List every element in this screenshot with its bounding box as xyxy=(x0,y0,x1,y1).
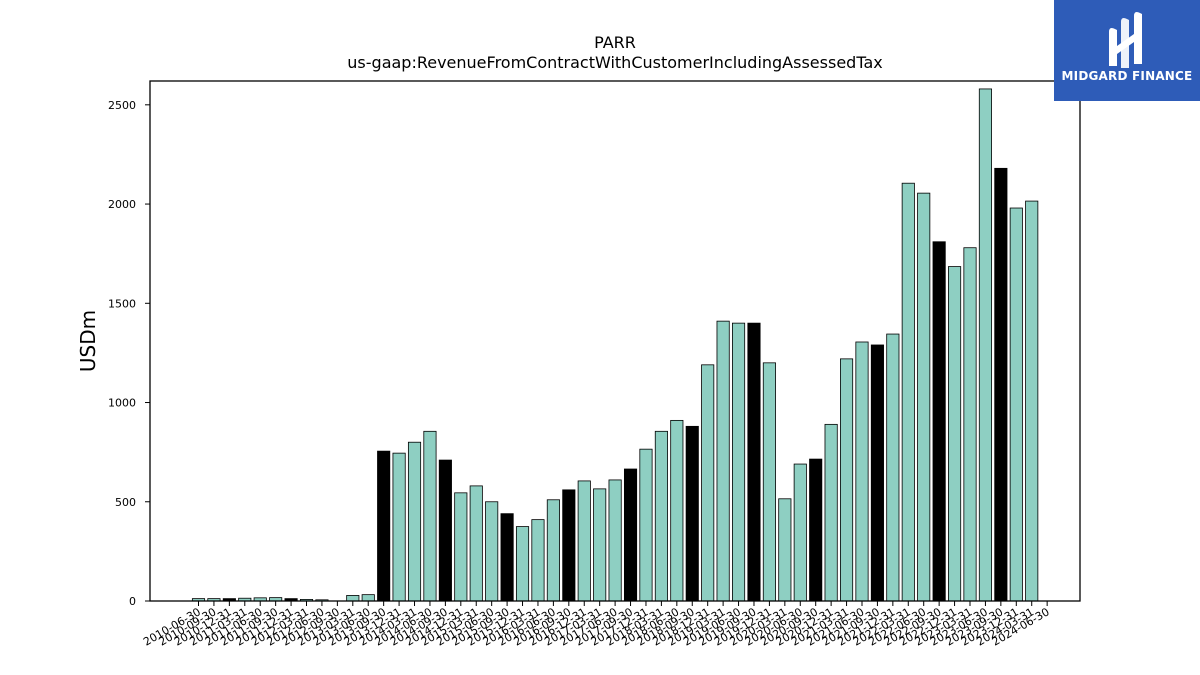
bar-2017-09-30 xyxy=(623,468,638,602)
bar-2022-06-30 xyxy=(917,192,931,602)
bar-2015-12-31 xyxy=(515,526,530,602)
bar-2016-12-31 xyxy=(577,480,591,602)
bar-series xyxy=(191,88,1039,602)
bar-2020-12-31 xyxy=(824,423,838,602)
brand-logo: MIDGARD FINANCE xyxy=(1054,0,1200,101)
bar-2016-09-30 xyxy=(562,489,576,602)
bar-2019-06-30 xyxy=(732,322,746,602)
y-tick-label: 2000 xyxy=(108,198,136,211)
bar-2023-03-31 xyxy=(963,247,977,602)
bar-2018-06-30 xyxy=(670,419,684,602)
y-tick-label: 1000 xyxy=(108,397,136,410)
bar-2015-09-30 xyxy=(500,513,514,602)
bar-2016-06-30 xyxy=(546,499,560,602)
bar-2020-06-30 xyxy=(793,463,807,602)
bar-2018-03-31 xyxy=(654,430,668,602)
y-axis-ticks: 0 500 1000 1500 2000 2500 xyxy=(108,99,150,608)
midgard-logo-icon xyxy=(1109,12,1142,68)
bar-2014-06-30 xyxy=(423,430,437,602)
bar-2017-06-30 xyxy=(608,479,622,602)
bar-2023-12-31 xyxy=(1009,207,1023,602)
chart-title: PARR xyxy=(594,33,636,52)
bar-2021-12-31 xyxy=(886,333,900,602)
bar-2022-03-31 xyxy=(901,182,915,602)
bar-2019-03-31 xyxy=(716,320,730,602)
bar-2023-06-30 xyxy=(978,88,992,602)
bar-2015-03-31 xyxy=(469,485,483,602)
chart-subtitle: us-gaap:RevenueFromContractWithCustomerI… xyxy=(347,53,882,72)
y-tick-label: 1500 xyxy=(108,297,136,310)
bar-2014-03-31 xyxy=(407,441,422,602)
y-tick-label: 500 xyxy=(115,496,136,509)
y-tick-label: 2500 xyxy=(108,99,136,112)
bar-2016-03-31 xyxy=(531,519,545,602)
plot-frame xyxy=(149,80,1081,602)
x-axis-ticks: 2010-06-302010-09-302010-12-312011-03-31… xyxy=(141,601,1052,649)
bar-2020-09-30 xyxy=(809,458,823,602)
bar-2023-09-30 xyxy=(994,167,1008,602)
bar-2015-06-30 xyxy=(485,501,499,602)
bar-2013-09-30 xyxy=(377,450,391,602)
bar-2014-12-31 xyxy=(454,492,468,602)
bar-2014-09-30 xyxy=(438,459,452,602)
bar-2019-09-30 xyxy=(747,322,761,602)
bar-2021-03-31 xyxy=(840,358,854,602)
bar-2018-12-31 xyxy=(701,364,715,602)
bar-2013-03-31 xyxy=(346,595,360,602)
bar-2018-09-30 xyxy=(685,425,699,602)
bar-2013-06-30 xyxy=(361,594,375,602)
bar-2017-12-31 xyxy=(639,448,653,602)
bar-2017-03-31 xyxy=(593,488,607,602)
bar-2024-03-31 xyxy=(1025,200,1039,602)
bar-2021-06-30 xyxy=(855,341,869,602)
bar-2022-09-30 xyxy=(932,241,946,602)
bar-2019-12-31 xyxy=(762,362,776,602)
bar-2020-03-31 xyxy=(778,498,792,602)
bar-2021-09-30 xyxy=(870,344,884,602)
bar-2022-12-31 xyxy=(948,266,962,602)
bar-2013-12-31 xyxy=(392,452,406,602)
y-axis-label: USDm xyxy=(76,310,100,372)
brand-name: MIDGARD FINANCE xyxy=(1061,69,1193,83)
y-tick-label: 0 xyxy=(129,595,136,608)
